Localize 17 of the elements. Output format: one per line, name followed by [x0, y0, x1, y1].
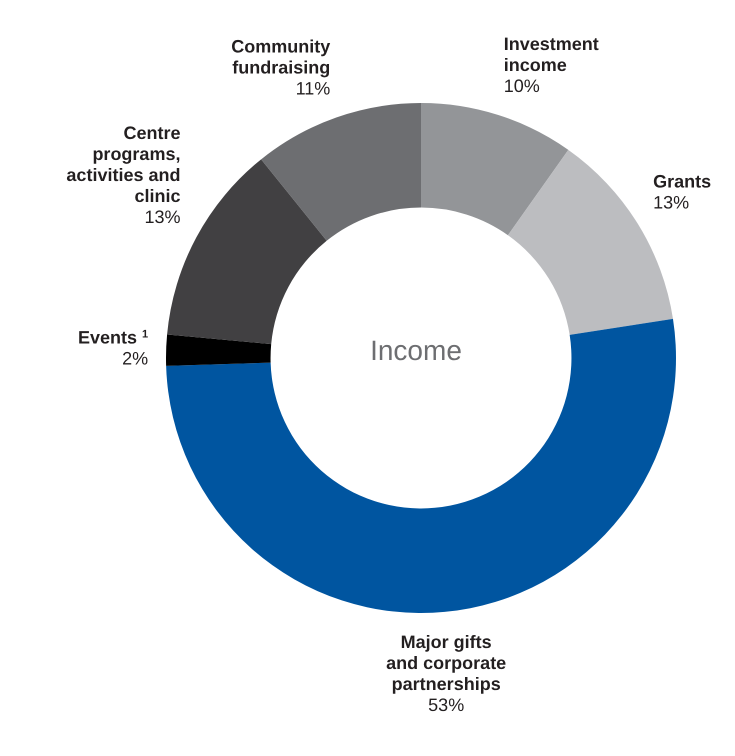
data-label: 2%: [122, 348, 148, 369]
data-label: 10%: [504, 76, 540, 96]
data-label: 53%: [428, 694, 464, 715]
donut-slice: [166, 318, 676, 613]
data-label: 11%: [296, 78, 330, 99]
slice-label: Community fundraising: [231, 36, 330, 78]
donut-slice: [421, 103, 568, 236]
data-label: 13%: [144, 206, 180, 227]
data-label: 13%: [653, 192, 690, 212]
slice-label: Major gifts and corporate partnerships: [386, 632, 506, 694]
slice-label: Events $^{1}$: [78, 328, 148, 348]
slice-label: Centre programs, activities and clinic: [66, 122, 180, 206]
text: Income: [369, 335, 463, 367]
slice-label: Grants: [653, 171, 712, 192]
slice-label: Investment income: [504, 34, 599, 75]
donut-slice: [261, 103, 421, 241]
donut-slice: [166, 334, 272, 366]
